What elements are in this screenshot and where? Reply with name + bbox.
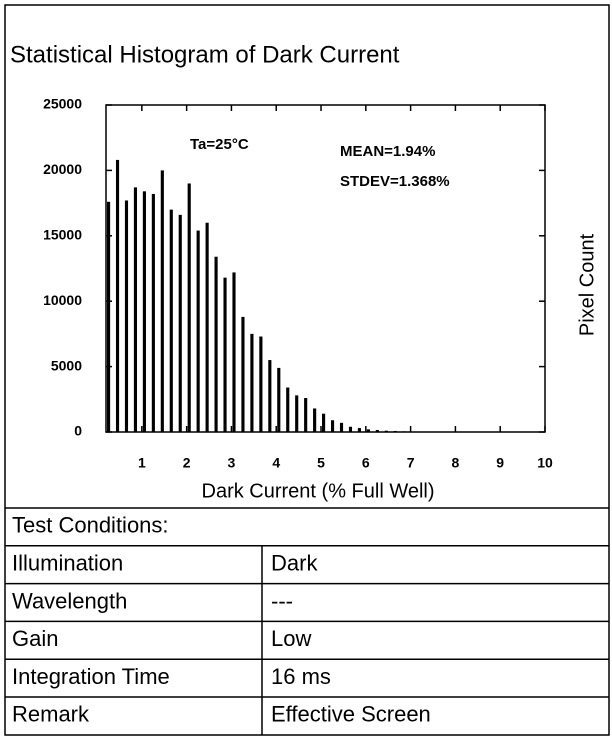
table-cell: Illumination <box>12 551 123 576</box>
bar <box>107 202 110 432</box>
bar <box>188 183 191 432</box>
table-cell: Dark <box>271 551 318 576</box>
x-tick-label: 4 <box>272 455 280 471</box>
table-cell: Effective Screen <box>271 702 431 727</box>
bar <box>152 194 155 432</box>
bar <box>134 187 137 432</box>
annotation: STDEV=1.368% <box>340 173 450 190</box>
bar <box>295 395 298 432</box>
bar <box>403 431 406 432</box>
x-tick-label: 3 <box>228 455 236 471</box>
bar <box>376 430 379 432</box>
bar <box>322 414 325 432</box>
annotation: Ta=25°C <box>190 136 249 153</box>
bar <box>268 360 271 432</box>
x-tick-label: 8 <box>452 455 460 471</box>
bar <box>277 368 280 432</box>
y-tick-label: 25000 <box>43 96 82 112</box>
bar <box>197 231 200 432</box>
bar <box>331 420 334 432</box>
table-cell: 16 ms <box>271 664 331 689</box>
bar <box>286 388 289 432</box>
bar <box>367 429 370 432</box>
y-axis-label: Pixel Count <box>576 233 598 336</box>
table-cell: Integration Time <box>12 664 170 689</box>
table-cell: Low <box>271 626 311 651</box>
chart-title: Statistical Histogram of Dark Current <box>10 41 400 68</box>
x-tick-label: 1 <box>138 455 146 471</box>
bar <box>358 428 361 432</box>
bar <box>179 215 182 432</box>
bar <box>250 334 253 432</box>
bar <box>349 427 352 432</box>
x-tick-label: 7 <box>407 455 415 471</box>
bar <box>394 431 397 432</box>
bar <box>116 160 119 432</box>
bar <box>304 398 307 432</box>
x-tick-label: 10 <box>537 455 553 471</box>
table-cell: Gain <box>12 626 58 651</box>
annotation: MEAN=1.94% <box>340 143 435 160</box>
bar <box>313 408 316 432</box>
x-tick-label: 2 <box>183 455 191 471</box>
bar <box>241 317 244 432</box>
y-tick-label: 15000 <box>43 227 82 243</box>
bar <box>259 337 262 432</box>
y-tick-label: 5000 <box>51 357 82 373</box>
bar <box>223 278 226 432</box>
bar <box>143 191 146 432</box>
bar <box>170 210 173 432</box>
bar <box>161 170 164 432</box>
x-tick-label: 6 <box>362 455 370 471</box>
x-tick-label: 5 <box>317 455 325 471</box>
y-tick-label: 0 <box>74 423 82 439</box>
bar <box>385 431 388 432</box>
table-cell: Wavelength <box>12 588 127 613</box>
bar <box>232 272 235 432</box>
bar <box>215 257 218 432</box>
table-cell: Remark <box>12 702 90 727</box>
y-tick-label: 20000 <box>43 161 82 177</box>
bar <box>125 200 128 432</box>
x-tick-label: 9 <box>496 455 504 471</box>
bar <box>340 423 343 432</box>
table-heading: Test Conditions: <box>12 513 169 538</box>
table-cell: --- <box>271 588 293 613</box>
x-axis-label: Dark Current (% Full Well) <box>202 480 435 502</box>
bar <box>206 223 209 432</box>
y-tick-label: 10000 <box>43 292 82 308</box>
